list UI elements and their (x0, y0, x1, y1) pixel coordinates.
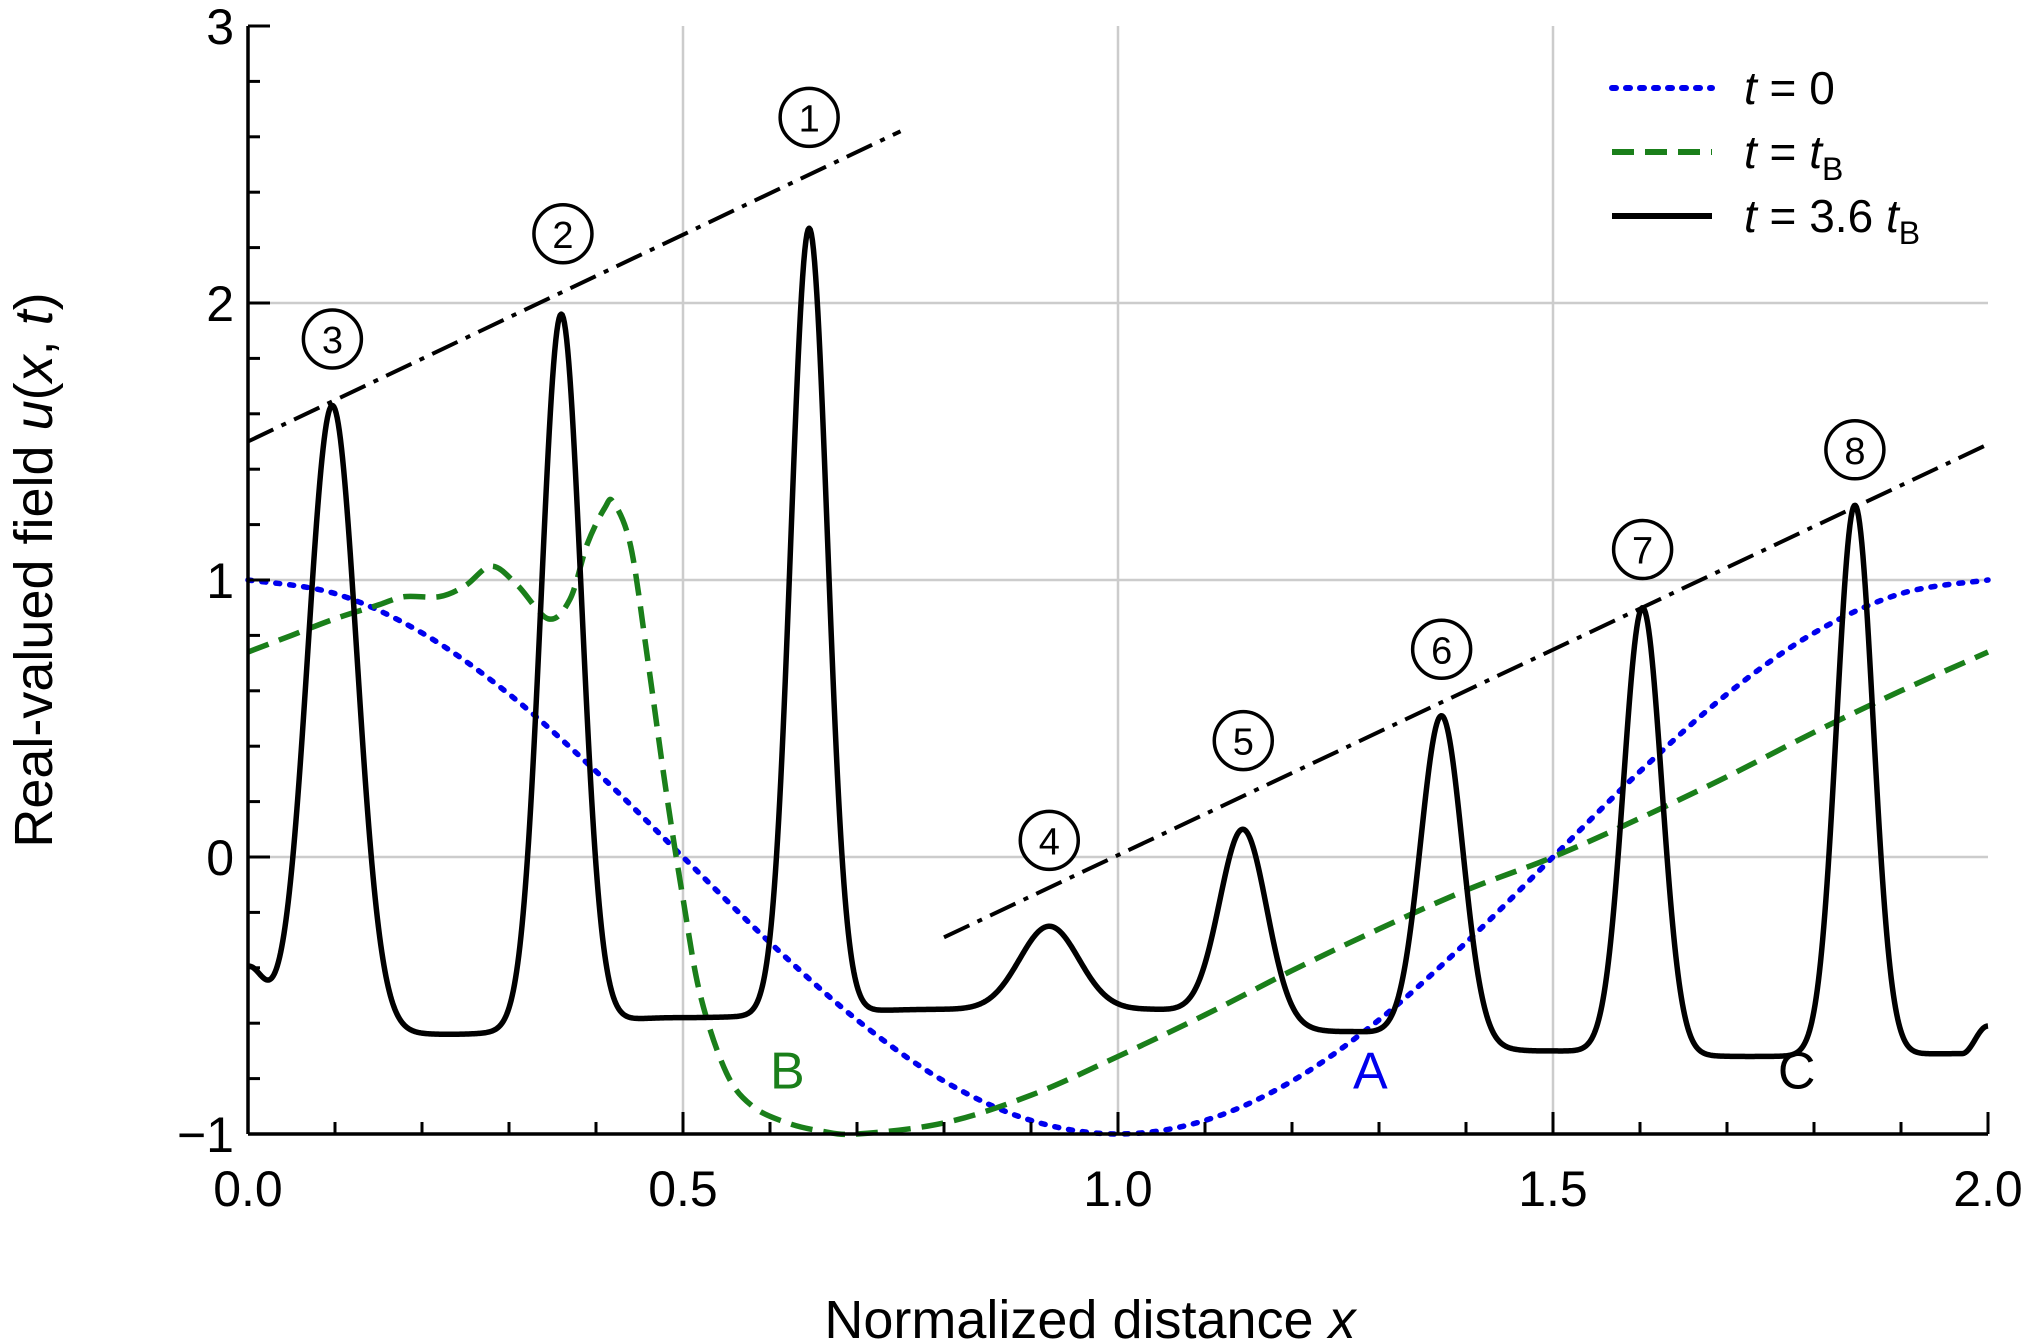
peak-marker-8: 8 (1824, 419, 1886, 481)
x-tick-label-1: 0.5 (648, 1161, 718, 1217)
legend-label-0: t = 0 (1744, 62, 1835, 114)
legend-label-2: t = 3.6 tB (1744, 190, 1920, 251)
peak-marker-label: 5 (1233, 722, 1254, 764)
y-axis-label-comma: , (4, 325, 64, 355)
curve-label-B: B (770, 1042, 805, 1100)
series-layer (245, 225, 1991, 1138)
x-axis-label: Normalized distance x (824, 1290, 1357, 1344)
peak-marker-label: 4 (1039, 821, 1060, 863)
envelope-layer (247, 129, 1989, 940)
y-tick-label-3: 2 (206, 276, 234, 332)
peak-marker-circle (1212, 709, 1275, 772)
x-axis-label-main: Normalized distance (824, 1290, 1328, 1344)
series-tB (247, 496, 1990, 1138)
peak-marker-7: 7 (1611, 518, 1674, 581)
x-tick-label-3: 1.5 (1518, 1161, 1588, 1217)
peak-marker-2: 2 (532, 203, 594, 265)
peak-marker-label: 2 (552, 215, 573, 257)
y-tick-label-1: 0 (206, 830, 234, 886)
envelope-line-lower (943, 442, 1989, 940)
y-axis-label: Real-valued field u(x, t) (4, 292, 64, 847)
curve-label-C: C (1778, 1042, 1816, 1100)
envelope-line-upper (247, 129, 902, 444)
y-tick-label-2: 1 (206, 553, 234, 609)
peak-marker-label: 1 (799, 98, 820, 140)
series-t0 (245, 577, 1991, 1137)
peak-marker-1: 1 (778, 86, 840, 149)
y-axis-label-x: x (4, 353, 64, 385)
series-t36B (246, 225, 1990, 1060)
y-axis-label-open: ( (4, 382, 64, 400)
peak-marker-label: 8 (1844, 431, 1865, 473)
x-axis-label-var: x (1326, 1290, 1358, 1344)
x-tick-label-2: 1.0 (1083, 1161, 1153, 1217)
peak-marker-circle (532, 203, 594, 265)
x-tick-label-4: 2.0 (1953, 1161, 2023, 1217)
peak-marker-label: 3 (322, 320, 343, 362)
curve-label-A: A (1353, 1042, 1388, 1100)
y-tick-label-4: 3 (206, 0, 234, 55)
legend-label-1: t = tB (1744, 126, 1843, 187)
y-axis-label-t: t (4, 308, 64, 325)
peak-marker-3: 3 (301, 308, 364, 370)
peak-marker-circle (778, 86, 840, 149)
peak-marker-4: 4 (1018, 809, 1081, 872)
peak-marker-circle (1018, 809, 1081, 872)
peak-marker-6: 6 (1410, 618, 1473, 680)
peak-markers: 1 2 3 4 5 6 7 8 (301, 86, 1886, 872)
peak-marker-circle (1410, 618, 1473, 680)
peak-marker-circle (301, 308, 364, 370)
peak-marker-label: 7 (1632, 531, 1653, 573)
y-axis-label-pre: Real-valued field (4, 430, 64, 847)
peak-marker-circle (1611, 518, 1674, 581)
legend: t = 0 t = tBt = 3.6 tB (1609, 62, 1920, 251)
y-tick-label-0: −1 (177, 1107, 234, 1163)
peak-marker-5: 5 (1212, 709, 1275, 772)
x-tick-label-0: 0.0 (213, 1161, 283, 1217)
peak-marker-circle (1824, 419, 1886, 481)
axes: 0.0 0.5 1.0 1.5 2.0 −1 0 1 2 3 (177, 0, 2023, 1217)
y-axis-label-u: u (4, 400, 64, 430)
peak-marker-label: 6 (1431, 630, 1452, 672)
curve-annotations: A B C (770, 1042, 1815, 1100)
y-axis-label-close: ) (4, 292, 64, 310)
